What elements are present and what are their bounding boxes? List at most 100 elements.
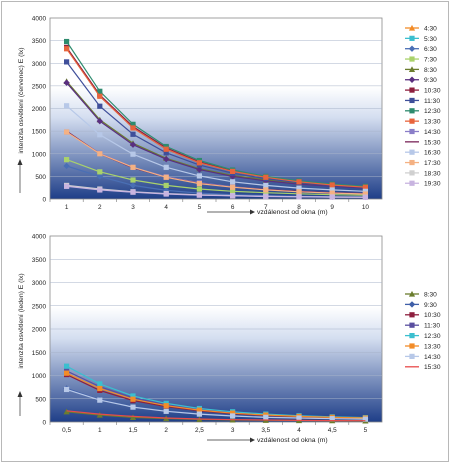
legend-swatch-marker: [408, 45, 416, 52]
y-tick-label: 500: [35, 174, 46, 181]
data-point: [96, 173, 103, 180]
data-point: [362, 191, 368, 197]
data-point: [196, 181, 202, 187]
data-point: [230, 184, 236, 190]
legend-label: 9:30: [424, 302, 437, 309]
series-line: [66, 185, 366, 198]
x-tick-label: 4,5: [328, 427, 337, 434]
y-tick-label: 2500: [32, 83, 47, 90]
data-point: [263, 193, 269, 200]
data-point: [362, 194, 368, 200]
series-19-30: [64, 183, 368, 200]
x-tick-label: 5: [364, 427, 368, 434]
x-axis-label: vzdálenost od okna (m): [257, 437, 328, 444]
data-point: [163, 143, 169, 150]
data-point: [64, 183, 70, 189]
data-point: [63, 162, 70, 170]
data-point: [97, 187, 103, 193]
x-tick-label: 4: [297, 427, 301, 434]
series-16-30: [64, 103, 368, 194]
legend-label: 12:30: [424, 333, 441, 340]
legend-item: 10:30: [405, 87, 441, 95]
data-point: [96, 117, 103, 125]
data-point: [362, 416, 368, 422]
legend-item: 13:30: [405, 343, 441, 350]
data-point: [64, 46, 70, 52]
data-point: [96, 411, 103, 418]
data-point: [97, 88, 103, 94]
legend-swatch-marker: [409, 180, 415, 186]
data-point: [263, 182, 269, 189]
series-17-30: [64, 129, 368, 197]
legend-item: 9:30: [405, 76, 437, 84]
legend-item: 18:30: [405, 170, 441, 177]
data-point: [97, 385, 103, 392]
data-point: [230, 188, 236, 194]
data-point: [130, 396, 136, 402]
legend-swatch-marker: [408, 301, 416, 308]
data-point: [64, 363, 70, 369]
data-point: [129, 182, 137, 189]
legend-label: 7:30: [424, 56, 437, 63]
data-point: [130, 151, 136, 157]
x-axis-label: vzdálenost od okna (m): [257, 209, 328, 216]
data-point: [130, 393, 136, 399]
series-line: [66, 61, 366, 188]
series-line: [66, 410, 366, 422]
data-point: [196, 186, 202, 192]
y-tick-label: 1500: [32, 129, 47, 136]
x-tick-label: 3: [131, 204, 135, 211]
data-point: [64, 157, 70, 163]
series-line: [66, 82, 366, 189]
legend-label: 11:30: [424, 98, 440, 105]
legend-swatch-marker: [409, 97, 415, 104]
legend-item: 10:30: [405, 312, 441, 319]
legend-label: 14:30: [424, 354, 441, 361]
y-tick-label: 1000: [32, 373, 47, 380]
data-point: [329, 187, 335, 193]
data-point: [130, 121, 136, 127]
series-13-30: [64, 46, 368, 190]
legend-swatch-marker: [409, 56, 415, 62]
data-point: [97, 93, 103, 99]
y-tick-label: 3500: [32, 257, 47, 264]
data-point: [97, 103, 103, 109]
legend-item: 13:30: [405, 118, 441, 126]
data-point: [163, 150, 169, 156]
data-point: [130, 164, 136, 170]
data-point: [130, 131, 136, 137]
legend-swatch-marker: [409, 343, 415, 349]
y-tick-label: 1000: [32, 151, 47, 158]
data-point: [63, 408, 70, 415]
data-point: [230, 193, 236, 199]
legend-item: 16:30: [405, 149, 441, 157]
x-tick-label: 10: [362, 204, 370, 211]
legend-swatch-marker: [409, 108, 415, 114]
x-tick-label: 3,5: [261, 427, 270, 434]
legend-item: 15:30: [405, 364, 441, 371]
y-axis-arrowhead: [17, 391, 23, 397]
legend-label: 18:30: [424, 170, 441, 177]
legend-item: 6:30: [405, 45, 437, 53]
legend-item: 14:30: [405, 353, 441, 361]
series-line: [66, 41, 366, 187]
y-tick-label: 0: [42, 197, 46, 204]
data-point: [196, 407, 202, 413]
legend-item: 19:30: [405, 180, 441, 188]
legend-item: 8:30: [405, 290, 437, 298]
data-point: [362, 188, 368, 194]
legend-swatch-marker: [409, 353, 415, 359]
legend-swatch-marker: [408, 66, 416, 72]
data-point: [64, 59, 70, 65]
legend-label: 8:30: [424, 291, 437, 298]
x-tick-label: 2: [98, 204, 102, 211]
data-point: [329, 194, 335, 200]
data-point: [263, 187, 269, 193]
legend-label: 6:30: [424, 46, 437, 53]
y-tick-label: 0: [42, 420, 46, 427]
legend-label: 5:30: [424, 36, 437, 43]
y-axis-label: intenzita osvětlení (leden) E (lx): [18, 273, 25, 368]
data-point: [230, 410, 236, 416]
data-point: [230, 413, 236, 419]
data-point: [64, 38, 70, 45]
